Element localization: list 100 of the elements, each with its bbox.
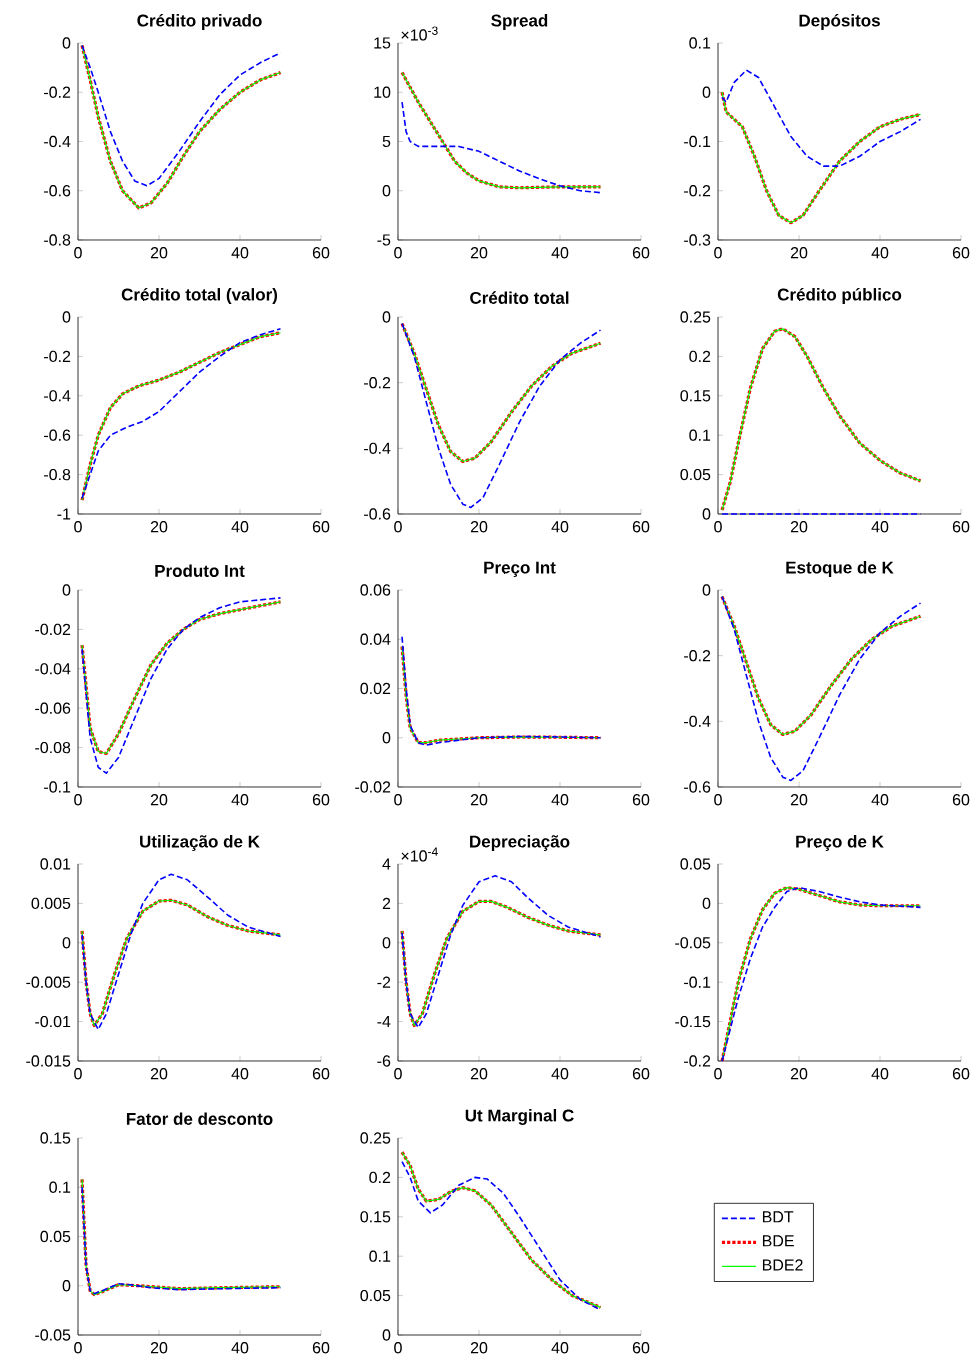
y-tick-label: 0.01 (40, 858, 71, 870)
y-tick-label: -0.05 (35, 1329, 71, 1341)
y-tick-label: 5 (382, 135, 391, 148)
chart-title: Utilização de K (140, 835, 260, 851)
x-tick-label: 0 (394, 521, 402, 533)
x-tick-label: 40 (231, 1068, 249, 1080)
y-tick-label: 0.15 (40, 1132, 71, 1144)
y-tick-label: 0 (62, 311, 71, 323)
x-tick-label: 0 (74, 794, 82, 806)
y-tick-label: -0.4 (364, 442, 391, 454)
x-tick-label: 0 (394, 794, 402, 806)
y-tick-label: 0.05 (360, 1289, 391, 1302)
chart-title: Fator de desconto (126, 1112, 273, 1125)
x-tick-label: 20 (150, 521, 168, 533)
y-tick-label: -4 (377, 1016, 391, 1028)
y-tick-label: -0.04 (35, 663, 71, 675)
x-tick-label: 60 (312, 247, 330, 259)
y-tick-label: -0.6 (44, 185, 71, 197)
y-tick-label: 0.2 (689, 350, 711, 363)
x-tick-label: 0 (74, 521, 82, 533)
y-tick-label: -0.06 (35, 702, 71, 714)
y-tick-label: 0 (62, 1280, 71, 1292)
y-tick-label: 0.2 (369, 1171, 391, 1184)
chart-title: Crédito público (777, 287, 902, 304)
chart-title: Depreciação (470, 835, 570, 851)
x-tick-label: 0 (714, 247, 722, 259)
y-tick-label: -1 (57, 508, 71, 520)
x-tick-label: 20 (150, 1068, 168, 1080)
y-tick-label: -0.01 (35, 1015, 71, 1028)
y-tick-label: -0.6 (44, 429, 71, 441)
x-tick-label: 20 (150, 1342, 168, 1354)
x-tick-label: 20 (470, 1068, 488, 1080)
x-tick-label: 40 (551, 1342, 569, 1354)
x-tick-label: 40 (551, 521, 569, 533)
y-tick-label: 0 (702, 584, 711, 596)
y-tick-label: 0.05 (680, 468, 711, 481)
y-tick-label: -0.015 (26, 1055, 71, 1067)
x-tick-label: 0 (394, 247, 402, 259)
y-tick-label: 0.1 (49, 1181, 71, 1193)
x-tick-label: 60 (952, 247, 970, 259)
chart-title: Depósitos (799, 13, 880, 30)
y-tick-label: 0 (382, 937, 391, 949)
x-tick-label: 0 (714, 1068, 722, 1080)
x-tick-label: 40 (551, 794, 569, 806)
y-tick-label: 0.25 (360, 1132, 391, 1144)
chart-title: Crédito privado (137, 13, 262, 30)
chart-title: Produto Int (155, 564, 245, 577)
x-tick-label: 60 (312, 521, 330, 533)
x-tick-label: 20 (470, 1342, 488, 1354)
y-tick-label: 0 (382, 311, 391, 323)
x-tick-label: 60 (632, 794, 650, 806)
x-tick-label: 20 (790, 521, 808, 533)
y-tick-label: 0 (62, 937, 71, 949)
text: ×10$^{-4}$ (401, 847, 438, 862)
y-tick-label: 0 (382, 732, 391, 744)
x-tick-label: 40 (231, 247, 249, 259)
y-tick-label: -0.4 (684, 715, 711, 727)
y-tick-label: -2 (377, 976, 391, 988)
y-tick-label: -0.02 (35, 623, 71, 636)
x-tick-label: 0 (74, 1068, 82, 1080)
y-tick-label: 2 (382, 897, 391, 909)
y-tick-label: 0.005 (31, 897, 71, 910)
y-tick-label: 0.15 (360, 1211, 391, 1223)
x-tick-label: 20 (790, 247, 808, 259)
x-tick-label: 60 (312, 1068, 330, 1080)
y-tick-label: 10 (374, 86, 391, 98)
x-tick-label: 60 (632, 1342, 650, 1354)
y-tick-label: -0.005 (26, 976, 71, 988)
x-tick-label: 40 (231, 1342, 249, 1354)
y-tick-label: 0.1 (689, 429, 711, 441)
chart-title: Estoque de K (786, 561, 894, 577)
x-tick-label: 60 (952, 1068, 970, 1080)
y-tick-label: -0.08 (35, 741, 71, 754)
x-tick-label: 20 (470, 794, 488, 806)
y-tick-label: -0.2 (44, 350, 71, 363)
y-tick-label: -0.2 (684, 185, 711, 197)
y-tick-label: 0.04 (360, 633, 391, 645)
x-tick-label: 0 (74, 247, 82, 259)
y-tick-label: -0.02 (355, 781, 391, 793)
x-tick-label: 60 (632, 247, 650, 259)
x-tick-label: 60 (952, 794, 970, 806)
y-tick-label: -0.8 (44, 468, 71, 481)
y-tick-label: 0.05 (680, 858, 711, 870)
chart-title: Spread (491, 14, 548, 30)
y-tick-label: 0 (62, 37, 71, 49)
x-tick-label: 20 (150, 794, 168, 806)
y-tick-label: -0.2 (364, 377, 391, 389)
x-tick-label: 60 (632, 1068, 650, 1080)
chart-title: Ut Marginal C (465, 1109, 574, 1125)
y-tick-label: -0.1 (44, 781, 71, 793)
x-tick-label: 0 (714, 794, 722, 806)
x-tick-label: 40 (871, 794, 889, 806)
y-tick-label: -0.6 (684, 781, 711, 793)
line-series (81, 873, 282, 1031)
x-tick-label: 0 (714, 521, 722, 533)
legend-label: BDT (762, 1211, 794, 1223)
line-series (401, 875, 602, 1029)
x-tick-label: 20 (470, 521, 488, 533)
x-tick-label: 0 (394, 1068, 402, 1080)
legend-label: BDE (762, 1235, 794, 1247)
